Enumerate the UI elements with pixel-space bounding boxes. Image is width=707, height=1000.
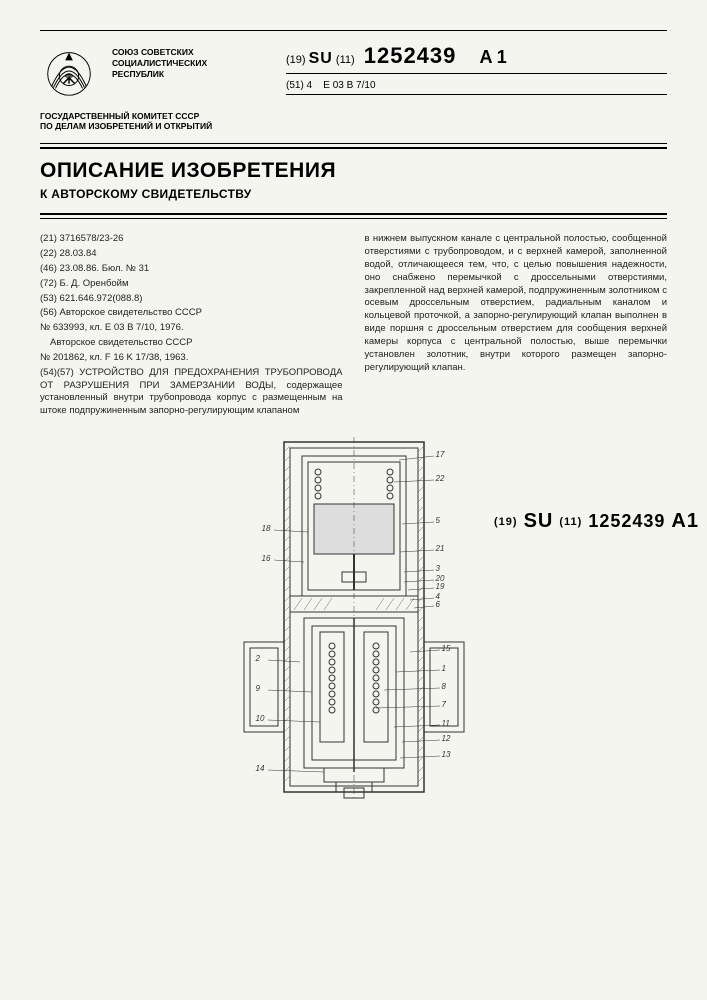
side-code-19: (19) [494,516,518,528]
ref-label: 14 [256,764,265,773]
body-text: (21) 3716578/23-26 (22) 28.03.84 (46) 23… [40,233,667,420]
field-54-57: (54)(57) УСТРОЙСТВО ДЛЯ ПРЕДОХРАНЕНИЯ ТР… [40,367,343,418]
ref-label: 11 [442,719,450,728]
left-column: (21) 3716578/23-26 (22) 28.03.84 (46) 23… [40,233,343,420]
side-country: SU [524,510,554,533]
ref-label: 8 [442,682,446,691]
ref-label: 15 [442,644,451,653]
field-46: (46) 23.08.86. Бюл. № 31 [40,263,343,276]
ref-label: 9 [256,684,260,693]
document-title: ОПИСАНИЕ ИЗОБРЕТЕНИЯ [40,159,667,183]
ref-label: 13 [442,750,451,759]
publication-number: 1252439 [364,43,457,68]
ipc-code: E 03 B 7/10 [323,80,375,91]
kind-code: A 1 [479,47,506,67]
abstract-text: в нижнем выпускном канале с центральной … [365,233,668,374]
ref-label: 1 [442,664,446,673]
field-53: (53) 621.646.972(088.8) [40,293,343,306]
ref-label: 17 [436,450,445,459]
ref-label: 18 [262,524,271,533]
publication-codes: (19) SU (11) 1252439 A 1 (51) 4 E 03 B 7… [256,43,667,95]
code-11: (11) [336,54,355,66]
field-21: (21) 3716578/23-26 [40,233,343,246]
committee-line: ГОСУДАРСТВЕННЫЙ КОМИТЕТ СССР [40,111,667,121]
right-column: в нижнем выпускном канале с центральной … [365,233,668,420]
side-publication-code: (19) SU (11) 1252439 A1 [494,510,699,533]
field-22: (22) 28.03.84 [40,248,343,261]
issuer-line: СОЮЗ СОВЕТСКИХ [112,47,242,58]
ref-label: 16 [262,554,271,563]
ref-label: 22 [436,474,445,483]
document-subtitle: К АВТОРСКОМУ СВИДЕТЕЛЬСТВУ [40,187,667,201]
field-56: № 633993, кл. E 03 B 7/10, 1976. [40,322,343,335]
committee-line: ПО ДЕЛАМ ИЗОБРЕТЕНИЙ И ОТКРЫТИЙ [40,121,667,131]
technical-drawing: 17 22 5 21 3 20 19 4 6 15 1 8 7 11 12 13… [224,432,484,802]
committee: ГОСУДАРСТВЕННЫЙ КОМИТЕТ СССР ПО ДЕЛАМ ИЗ… [40,111,667,131]
ref-label: 6 [436,600,440,609]
field-56: № 201862, кл. F 16 K 17/38, 1963. [40,352,343,365]
ref-label: 2 [256,654,260,663]
title-block: ОПИСАНИЕ ИЗОБРЕТЕНИЯ К АВТОРСКОМУ СВИДЕТ… [40,147,667,215]
country-code: SU [309,50,333,67]
header: СОЮЗ СОВЕТСКИХ СОЦИАЛИСТИЧЕСКИХ РЕСПУБЛИ… [40,43,667,101]
ref-label: 19 [436,582,445,591]
issuer: СОЮЗ СОВЕТСКИХ СОЦИАЛИСТИЧЕСКИХ РЕСПУБЛИ… [112,43,242,80]
state-emblem-icon [40,43,98,101]
ref-label: 12 [442,734,451,743]
field-72: (72) Б. Д. Оренбойм [40,278,343,291]
field-56: (56) Авторское свидетельство СССР [40,307,343,320]
field-56: Авторское свидетельство СССР [40,337,343,350]
issuer-line: СОЦИАЛИСТИЧЕСКИХ [112,58,242,69]
ref-label: 5 [436,516,440,525]
side-kind: A1 [671,510,699,533]
issuer-line: РЕСПУБЛИК [112,69,242,80]
side-number: 1252439 [588,511,665,532]
side-code-11: (11) [559,516,582,528]
code-19: (19) [286,54,306,66]
ref-label: 7 [442,700,446,709]
ref-label: 3 [436,564,440,573]
code-51: (51) 4 [286,80,312,91]
ref-label: 10 [256,714,265,723]
ref-label: 21 [436,544,445,553]
